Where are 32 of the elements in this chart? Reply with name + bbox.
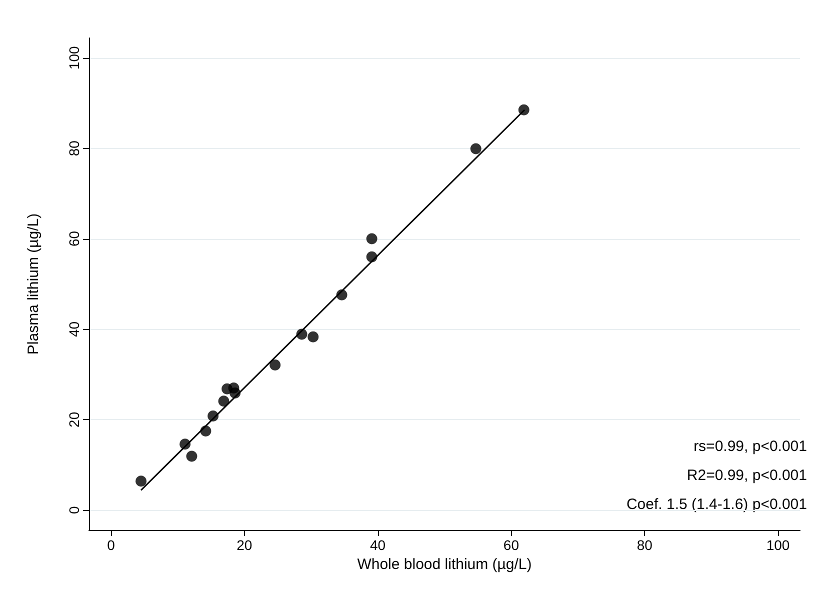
y-tick-label: 20 — [66, 412, 82, 428]
y-tick-label: 40 — [66, 321, 82, 338]
point — [366, 233, 378, 244]
y-tick-label: 80 — [66, 140, 82, 156]
point — [200, 425, 212, 436]
annotation: Coef. 1.5 (1.4-1.6) p<0.001 — [626, 496, 807, 513]
x-tick-label: 100 — [766, 537, 790, 553]
point — [136, 476, 147, 487]
x-tick-label: 20 — [236, 537, 252, 553]
x-tick-label: 60 — [503, 537, 520, 553]
point — [186, 450, 198, 462]
point — [518, 104, 530, 116]
point — [230, 387, 241, 398]
x-tick-label: 0 — [107, 537, 116, 553]
x-tick-label: 80 — [636, 537, 653, 553]
point — [336, 289, 348, 300]
annotation: rs=0.99, p<0.001 — [694, 438, 807, 455]
point — [366, 251, 378, 262]
x-axis-title: Whole blood lithium (µg/L) — [357, 556, 532, 573]
annotation: R2=0.99, p<0.001 — [686, 467, 807, 484]
y-tick-label: 0 — [66, 506, 82, 514]
point — [208, 410, 219, 422]
y-tick-label: 100 — [66, 46, 82, 70]
point — [180, 438, 191, 450]
point — [218, 396, 230, 407]
x-tick-label: 40 — [370, 537, 386, 553]
point — [308, 331, 319, 342]
point — [270, 359, 281, 370]
y-tick-label: 60 — [66, 230, 82, 247]
point — [296, 328, 308, 340]
point — [470, 143, 482, 154]
y-axis-title: Plasma lithium (µg/L) — [25, 213, 42, 355]
